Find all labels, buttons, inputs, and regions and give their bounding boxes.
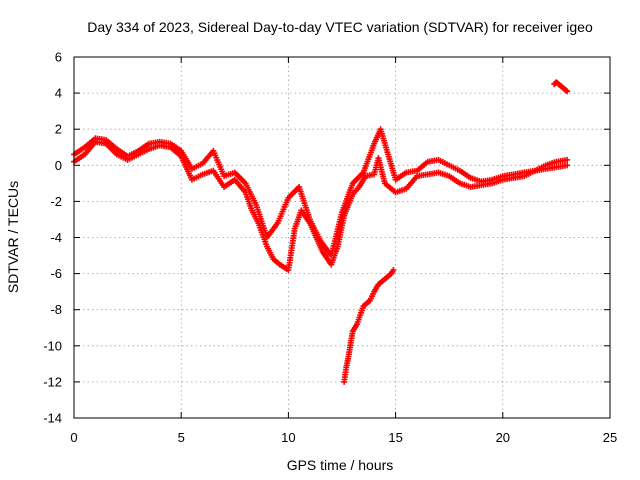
y-tick-label: -12 (43, 374, 62, 389)
data-point (564, 156, 571, 163)
data-point (564, 88, 571, 95)
y-tick-label: -6 (50, 266, 62, 281)
x-tick-label: 15 (388, 430, 402, 445)
x-tick-label: 5 (178, 430, 185, 445)
y-tick-label: -2 (50, 194, 62, 209)
series-late-cluster (551, 79, 571, 95)
y-tick-label: -8 (50, 302, 62, 317)
y-tick-label: 2 (55, 122, 62, 137)
y-tick-label: -4 (50, 230, 62, 245)
y-tick-label: 4 (55, 86, 62, 101)
chart-title: Day 334 of 2023, Sidereal Day-to-day VTE… (87, 19, 593, 35)
x-axis-title: GPS time / hours (287, 457, 394, 473)
marks-layer (71, 79, 571, 385)
series-lower-branch (341, 266, 397, 385)
y-tick-label: -14 (43, 411, 62, 426)
x-tick-label: 25 (603, 430, 617, 445)
series-upper-band (71, 126, 571, 259)
y-tick-label: 6 (55, 50, 62, 65)
y-tick-label: 0 (55, 158, 62, 173)
data-point (390, 266, 397, 273)
x-tick-label: 10 (281, 430, 295, 445)
series-main-trace (71, 138, 571, 273)
data-point (563, 87, 570, 94)
data-point (564, 162, 571, 169)
x-tick-label: 0 (70, 430, 77, 445)
grid-layer (74, 57, 610, 418)
y-tick-label: -10 (43, 338, 62, 353)
ticks-layer: 0 5 10 15 20 25 -14 -12 -10 -8 -6 -4 -2 0 2 4 6 (43, 50, 617, 446)
x-tick-label: 20 (496, 430, 510, 445)
y-axis-title: SDTVAR / TECUs (5, 181, 21, 293)
